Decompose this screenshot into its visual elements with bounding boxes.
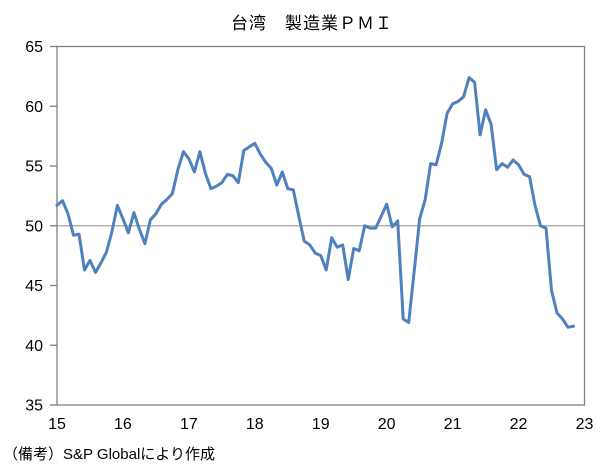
y-axis-label-35: 35 — [25, 398, 43, 415]
chart-title: 台湾 製造業ＰＭＩ — [231, 14, 393, 33]
chart-footnote: （備考）S&P Globalにより作成 — [3, 446, 215, 463]
x-axis-label-23: 23 — [576, 416, 594, 433]
y-axis-label-40: 40 — [25, 338, 43, 355]
y-axis-label-55: 55 — [25, 159, 43, 176]
x-axis-label-19: 19 — [312, 416, 330, 433]
x-axis-label-16: 16 — [114, 416, 132, 433]
y-axis-label-45: 45 — [25, 278, 43, 295]
pmi-line-series — [55, 76, 575, 329]
y-axis-label-65: 65 — [25, 39, 43, 56]
x-axis-label-15: 15 — [48, 416, 66, 433]
x-axis-label-20: 20 — [378, 416, 396, 433]
x-axis-label-17: 17 — [180, 416, 198, 433]
x-axis-label-22: 22 — [510, 416, 528, 433]
x-axis-label-21: 21 — [444, 416, 462, 433]
x-axis-label-18: 18 — [246, 416, 264, 433]
y-axis-label-60: 60 — [25, 99, 43, 116]
y-axis-label-50: 50 — [25, 218, 43, 235]
